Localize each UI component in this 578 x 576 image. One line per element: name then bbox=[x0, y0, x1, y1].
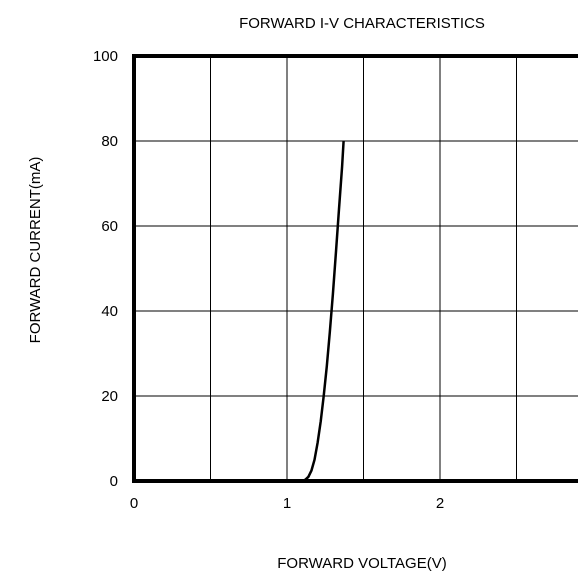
grid bbox=[134, 56, 578, 481]
chart-title: FORWARD I-V CHARACTERISTICS bbox=[239, 15, 485, 32]
iv-curve-line bbox=[287, 140, 345, 483]
y-tick-label: 100 bbox=[93, 48, 118, 65]
x-tick-label: 2 bbox=[436, 495, 444, 512]
y-tick-labels: 0 20 40 60 80 100 bbox=[93, 48, 118, 490]
y-tick-label: 0 bbox=[110, 473, 118, 490]
series-layer bbox=[287, 140, 345, 483]
y-tick-label: 20 bbox=[101, 388, 118, 405]
y-axis-label: FORWARD CURRENT(mA) bbox=[27, 157, 44, 344]
x-tick-label: 1 bbox=[283, 495, 291, 512]
y-tick-label: 60 bbox=[101, 218, 118, 235]
plot-frame bbox=[132, 54, 578, 483]
y-tick-label: 80 bbox=[101, 133, 118, 150]
x-tick-labels: 0 1 2 bbox=[130, 495, 444, 512]
x-tick-label: 0 bbox=[130, 495, 138, 512]
y-tick-label: 40 bbox=[101, 303, 118, 320]
x-axis-label: FORWARD VOLTAGE(V) bbox=[277, 555, 446, 572]
